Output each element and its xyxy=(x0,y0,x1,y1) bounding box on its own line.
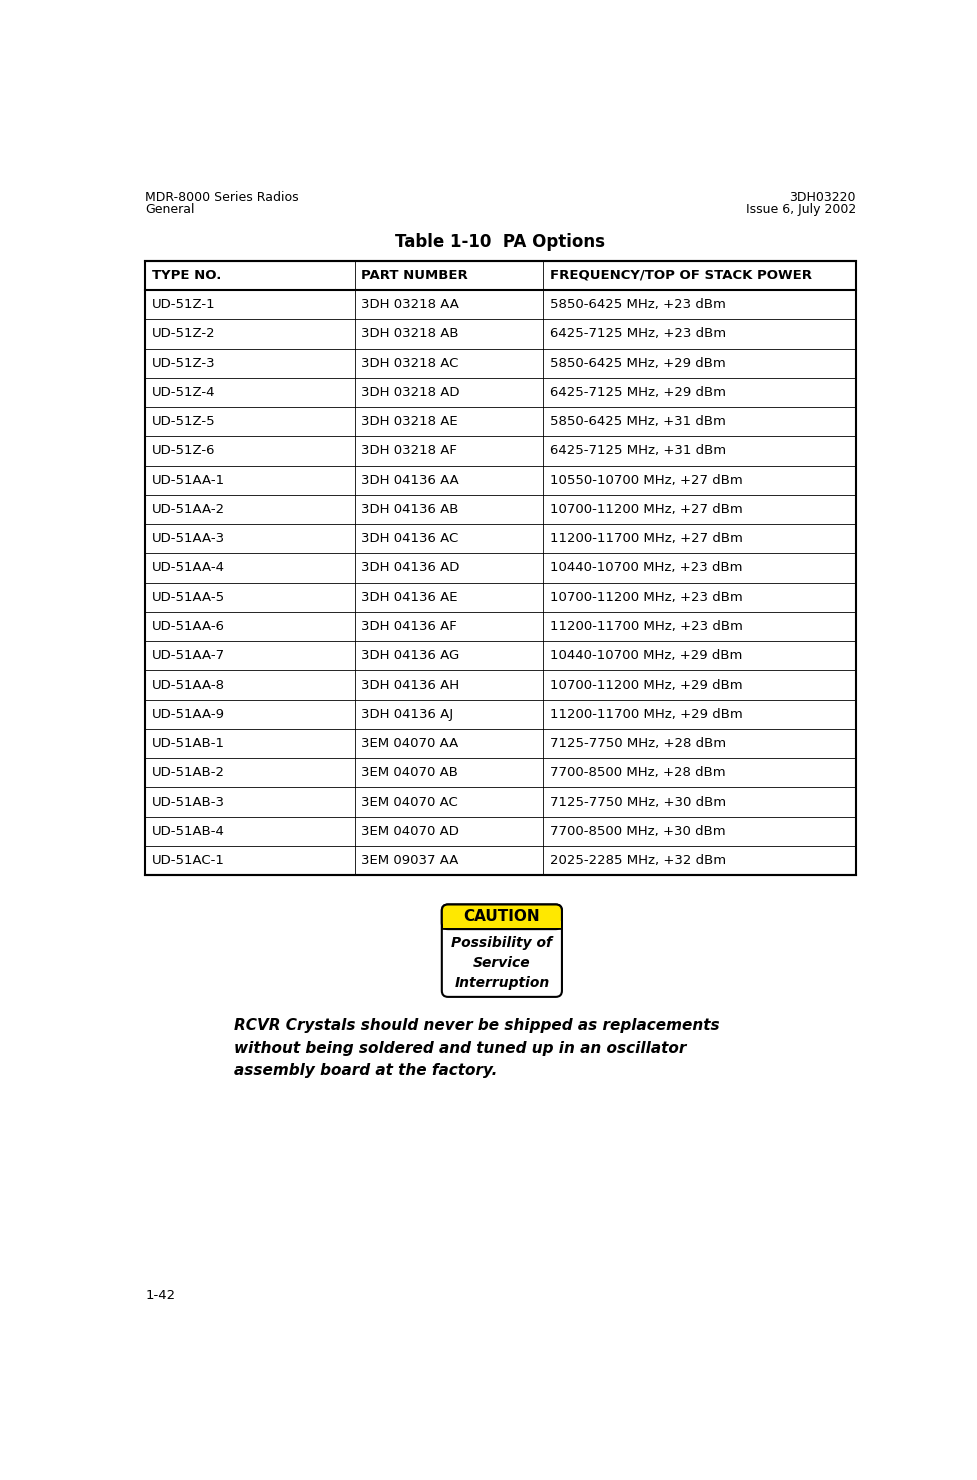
Text: Issue 6, July 2002: Issue 6, July 2002 xyxy=(745,203,856,216)
Text: UD-51Z-5: UD-51Z-5 xyxy=(151,416,215,428)
Text: 3DH 04136 AG: 3DH 04136 AG xyxy=(361,650,459,662)
Text: 10700-11200 MHz, +29 dBm: 10700-11200 MHz, +29 dBm xyxy=(549,678,743,691)
Text: 7700-8500 MHz, +30 dBm: 7700-8500 MHz, +30 dBm xyxy=(549,824,725,838)
Bar xyxy=(443,921,561,928)
Text: UD-51Z-2: UD-51Z-2 xyxy=(151,327,215,340)
Text: UD-51AA-6: UD-51AA-6 xyxy=(151,620,225,633)
Text: UD-51Z-4: UD-51Z-4 xyxy=(151,386,215,400)
Text: 7125-7750 MHz, +30 dBm: 7125-7750 MHz, +30 dBm xyxy=(549,796,726,808)
Text: Possibility of
Service
Interruption: Possibility of Service Interruption xyxy=(451,937,552,990)
Text: 3DH 04136 AA: 3DH 04136 AA xyxy=(361,474,459,487)
Text: PART NUMBER: PART NUMBER xyxy=(361,269,468,281)
Text: 3DH 03218 AF: 3DH 03218 AF xyxy=(361,444,457,457)
Bar xyxy=(146,260,856,875)
Text: TYPE NO.: TYPE NO. xyxy=(151,269,221,281)
Text: UD-51Z-3: UD-51Z-3 xyxy=(151,357,215,370)
Text: 3DH 03218 AB: 3DH 03218 AB xyxy=(361,327,459,340)
Text: UD-51AA-5: UD-51AA-5 xyxy=(151,591,225,604)
Text: 10550-10700 MHz, +27 dBm: 10550-10700 MHz, +27 dBm xyxy=(549,474,743,487)
Text: 3DH03220: 3DH03220 xyxy=(789,191,856,204)
Text: 3DH 04136 AF: 3DH 04136 AF xyxy=(361,620,457,633)
Text: 6425-7125 MHz, +29 dBm: 6425-7125 MHz, +29 dBm xyxy=(549,386,726,400)
Text: UD-51AA-1: UD-51AA-1 xyxy=(151,474,225,487)
Text: 3DH 04136 AD: 3DH 04136 AD xyxy=(361,561,459,574)
Text: UD-51Z-1: UD-51Z-1 xyxy=(151,297,215,311)
Text: 11200-11700 MHz, +27 dBm: 11200-11700 MHz, +27 dBm xyxy=(549,533,743,545)
Text: UD-51AA-4: UD-51AA-4 xyxy=(151,561,225,574)
Text: 3DH 04136 AJ: 3DH 04136 AJ xyxy=(361,707,453,721)
Text: 3DH 03218 AC: 3DH 03218 AC xyxy=(361,357,458,370)
Text: UD-51AA-7: UD-51AA-7 xyxy=(151,650,225,662)
Text: 11200-11700 MHz, +29 dBm: 11200-11700 MHz, +29 dBm xyxy=(549,707,743,721)
Text: 5850-6425 MHz, +29 dBm: 5850-6425 MHz, +29 dBm xyxy=(549,357,725,370)
Text: 7700-8500 MHz, +28 dBm: 7700-8500 MHz, +28 dBm xyxy=(549,767,725,780)
Text: UD-51AA-3: UD-51AA-3 xyxy=(151,533,225,545)
Text: UD-51AB-2: UD-51AB-2 xyxy=(151,767,225,780)
Text: 10440-10700 MHz, +29 dBm: 10440-10700 MHz, +29 dBm xyxy=(549,650,742,662)
Text: 5850-6425 MHz, +31 dBm: 5850-6425 MHz, +31 dBm xyxy=(549,416,726,428)
Text: FREQUENCY/TOP OF STACK POWER: FREQUENCY/TOP OF STACK POWER xyxy=(549,269,812,281)
FancyBboxPatch shape xyxy=(442,904,562,998)
Text: CAUTION: CAUTION xyxy=(463,909,540,925)
Text: 3DH 04136 AH: 3DH 04136 AH xyxy=(361,678,459,691)
Text: 3DH 03218 AA: 3DH 03218 AA xyxy=(361,297,459,311)
Text: Table 1-10  PA Options: Table 1-10 PA Options xyxy=(396,232,606,252)
Text: UD-51AB-1: UD-51AB-1 xyxy=(151,737,225,750)
Text: 5850-6425 MHz, +23 dBm: 5850-6425 MHz, +23 dBm xyxy=(549,297,726,311)
Text: UD-51AB-3: UD-51AB-3 xyxy=(151,796,225,808)
Text: General: General xyxy=(146,203,194,216)
Text: UD-51AA-2: UD-51AA-2 xyxy=(151,503,225,517)
Text: 3EM 04070 AC: 3EM 04070 AC xyxy=(361,796,458,808)
Text: 7125-7750 MHz, +28 dBm: 7125-7750 MHz, +28 dBm xyxy=(549,737,726,750)
Text: 3EM 04070 AD: 3EM 04070 AD xyxy=(361,824,459,838)
Text: 2025-2285 MHz, +32 dBm: 2025-2285 MHz, +32 dBm xyxy=(549,854,726,867)
Text: UD-51AA-9: UD-51AA-9 xyxy=(151,707,225,721)
Text: RCVR Crystals should never be shipped as replacements
without being soldered and: RCVR Crystals should never be shipped as… xyxy=(234,1018,720,1077)
Text: 3DH 03218 AE: 3DH 03218 AE xyxy=(361,416,458,428)
Text: 3DH 03218 AD: 3DH 03218 AD xyxy=(361,386,460,400)
Text: 1-42: 1-42 xyxy=(146,1289,176,1302)
Text: UD-51AA-8: UD-51AA-8 xyxy=(151,678,225,691)
Text: 3DH 04136 AC: 3DH 04136 AC xyxy=(361,533,458,545)
Text: 11200-11700 MHz, +23 dBm: 11200-11700 MHz, +23 dBm xyxy=(549,620,743,633)
Text: UD-51AB-4: UD-51AB-4 xyxy=(151,824,225,838)
Text: 3EM 04070 AB: 3EM 04070 AB xyxy=(361,767,458,780)
Text: 6425-7125 MHz, +31 dBm: 6425-7125 MHz, +31 dBm xyxy=(549,444,726,457)
Text: 3DH 04136 AB: 3DH 04136 AB xyxy=(361,503,458,517)
FancyBboxPatch shape xyxy=(442,904,562,929)
Text: UD-51Z-6: UD-51Z-6 xyxy=(151,444,215,457)
Text: 10700-11200 MHz, +23 dBm: 10700-11200 MHz, +23 dBm xyxy=(549,591,743,604)
Text: 3DH 04136 AE: 3DH 04136 AE xyxy=(361,591,457,604)
Text: 10700-11200 MHz, +27 dBm: 10700-11200 MHz, +27 dBm xyxy=(549,503,743,517)
Text: UD-51AC-1: UD-51AC-1 xyxy=(151,854,225,867)
Text: 10440-10700 MHz, +23 dBm: 10440-10700 MHz, +23 dBm xyxy=(549,561,743,574)
Text: MDR-8000 Series Radios: MDR-8000 Series Radios xyxy=(146,191,299,204)
Text: 3EM 04070 AA: 3EM 04070 AA xyxy=(361,737,458,750)
Text: 3EM 09037 AA: 3EM 09037 AA xyxy=(361,854,458,867)
Text: 6425-7125 MHz, +23 dBm: 6425-7125 MHz, +23 dBm xyxy=(549,327,726,340)
